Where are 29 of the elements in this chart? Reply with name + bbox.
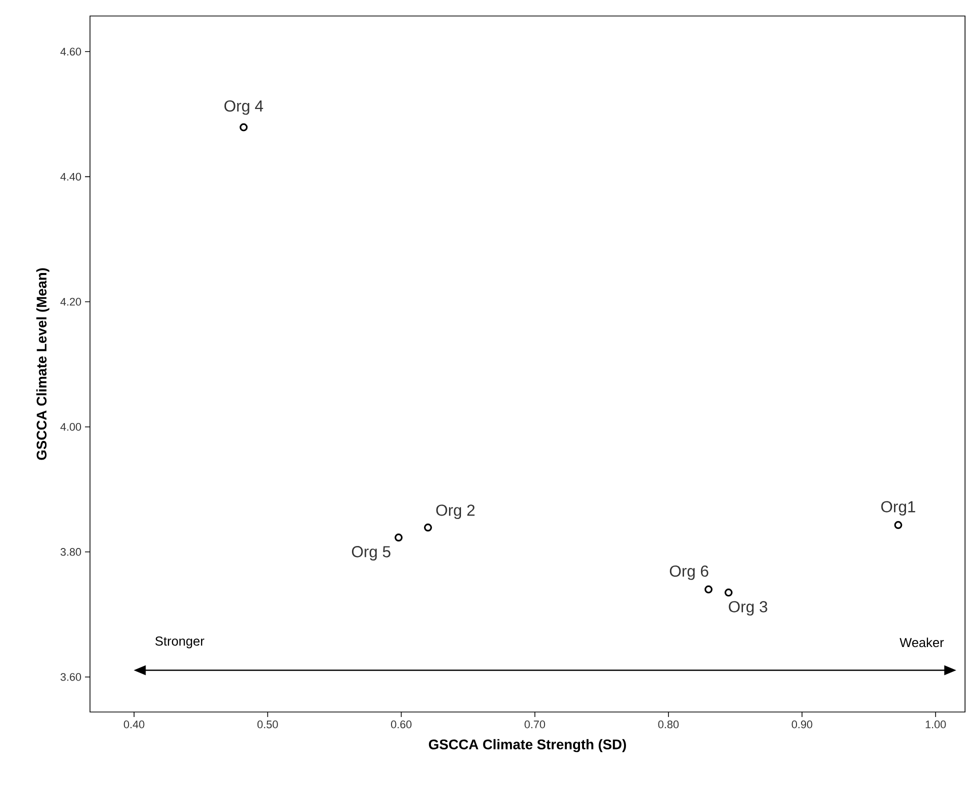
x-axis-title: GSCCA Climate Strength (SD): [428, 739, 626, 752]
point: [724, 588, 733, 597]
y-tick-label: 4.60: [60, 48, 82, 56]
annotation: Org1: [881, 501, 916, 516]
x-tick-label: 0.80: [658, 720, 679, 728]
y-tick-label: 4.00: [60, 422, 82, 431]
annotation: Stronger: [155, 636, 204, 648]
annotation: Org 2: [436, 504, 475, 520]
annotation: Org 4: [224, 100, 264, 115]
annotation: Org 3: [728, 601, 768, 616]
y-tick-label: 3.80: [60, 548, 82, 556]
annotation: Weaker: [900, 638, 944, 648]
point: [424, 524, 432, 532]
y-tick-label: 3.60: [60, 673, 82, 681]
x-tick-label: 1.00: [926, 720, 946, 728]
annotation: Org 5: [352, 546, 390, 560]
x-tick-label: 0.40: [124, 720, 144, 728]
x-tick-label: 0.60: [391, 720, 412, 728]
x-tick-label: 0.90: [792, 720, 812, 728]
point: [894, 521, 902, 530]
y-tick-label: 4.20: [60, 298, 82, 306]
y-axis-title: GSCCA Climate Level (Mean): [36, 268, 50, 460]
point: [394, 534, 403, 542]
y-tick-label: 4.40: [60, 172, 82, 181]
x-tick-label: 0.70: [524, 720, 546, 728]
point: [704, 585, 713, 594]
annotation: Org 6: [670, 565, 708, 580]
x-tick-label: 0.50: [257, 720, 278, 728]
point: [240, 123, 248, 132]
